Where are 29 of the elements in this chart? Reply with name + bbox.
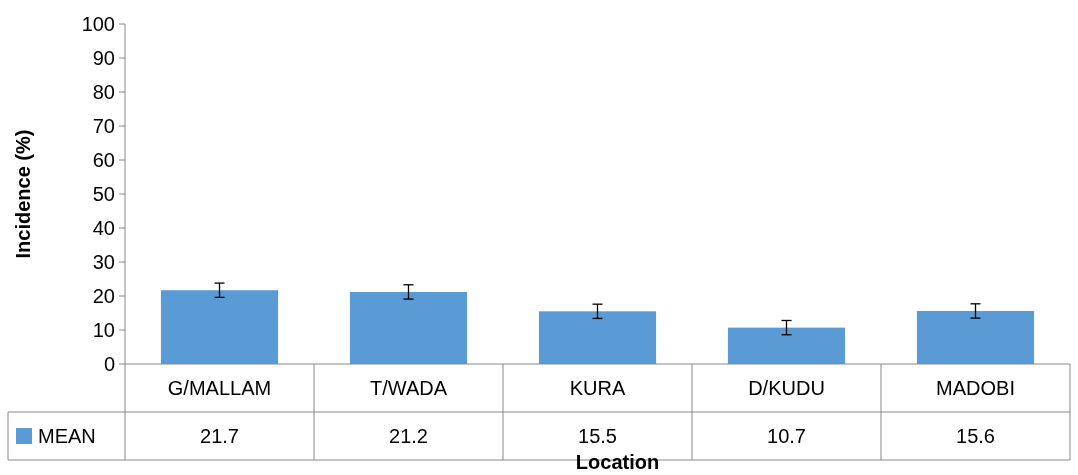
y-tick-label: 60: [92, 149, 115, 171]
bar: [916, 310, 1035, 364]
y-tick-label: 90: [92, 47, 115, 69]
x-tick-label: D/KUDU: [748, 377, 825, 399]
data-label: 15.6: [956, 425, 995, 447]
y-tick-label: 0: [103, 353, 115, 375]
y-tick-label: 30: [92, 251, 115, 273]
y-tick-label: 20: [92, 285, 115, 307]
data-label: 21.7: [200, 425, 239, 447]
y-tick-label: 70: [92, 115, 115, 137]
y-tick-label: 50: [92, 183, 115, 205]
y-tick-label: 10: [92, 319, 115, 341]
x-tick-label: G/MALLAM: [167, 377, 272, 399]
y-tick-label: 40: [92, 217, 115, 239]
x-axis-title: Location: [575, 451, 660, 473]
bar: [349, 291, 468, 364]
data-label: 21.2: [389, 425, 428, 447]
bar: [160, 290, 279, 364]
legend-label: MEAN: [38, 425, 96, 447]
y-tick-label: 80: [92, 81, 115, 103]
x-tick-label: KURA: [569, 377, 626, 399]
x-tick-label: MADOBI: [936, 377, 1015, 399]
y-tick-label: 100: [81, 13, 115, 35]
y-axis-title: Incidence (%): [12, 129, 34, 259]
x-tick-label: T/WADA: [369, 377, 448, 399]
data-label: 10.7: [767, 425, 806, 447]
data-label: 15.5: [578, 425, 617, 447]
bar: [538, 311, 657, 364]
bar: [727, 327, 846, 364]
